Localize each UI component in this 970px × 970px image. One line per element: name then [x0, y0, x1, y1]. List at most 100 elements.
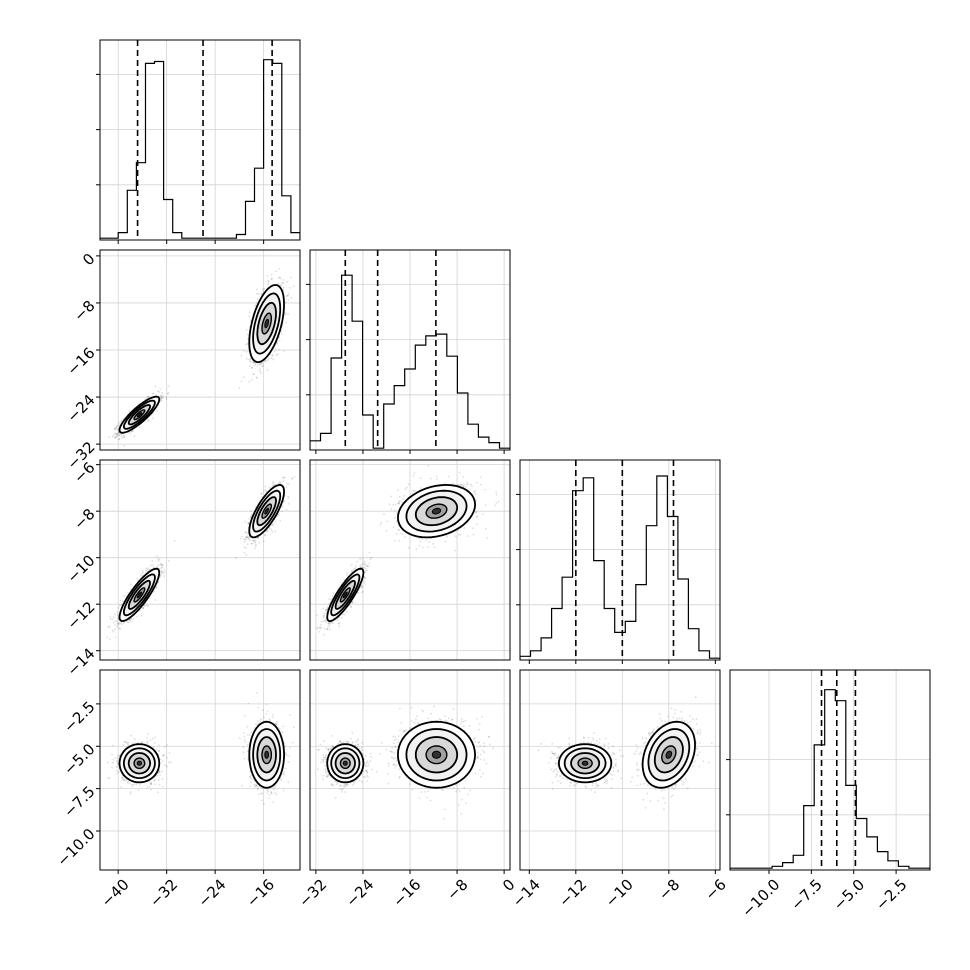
- sample-point: [284, 311, 287, 314]
- sample-point: [362, 562, 364, 565]
- sample-point: [159, 394, 162, 397]
- sample-point: [363, 562, 366, 565]
- sample-point: [114, 427, 117, 430]
- sample-point: [162, 572, 165, 574]
- sample-point: [323, 627, 326, 630]
- sample-point: [278, 349, 280, 351]
- sample-point: [112, 616, 115, 619]
- sample-point: [111, 629, 114, 632]
- sample-point: [275, 354, 278, 356]
- sample-point: [261, 362, 264, 364]
- sample-point: [115, 426, 118, 428]
- sample-point: [322, 633, 325, 636]
- sample-point: [281, 476, 284, 479]
- sample-point: [248, 517, 251, 520]
- sample-point: [159, 388, 162, 391]
- sample-point: [152, 392, 155, 395]
- sample-point: [118, 434, 121, 437]
- sample-point: [246, 532, 249, 535]
- sample-point: [254, 545, 257, 547]
- sample-point: [161, 564, 164, 567]
- sample-point: [115, 434, 118, 437]
- panel-2-1: [309, 459, 511, 661]
- sample-point: [278, 339, 281, 342]
- sample-point: [154, 599, 157, 601]
- sample-point: [326, 628, 328, 631]
- sample-point: [245, 531, 247, 534]
- sample-point: [251, 366, 253, 369]
- sample-point: [354, 567, 357, 570]
- sample-point: [271, 354, 274, 356]
- panel-1-0: [96, 249, 301, 451]
- sample-point: [115, 426, 117, 429]
- panel-content: [310, 460, 510, 660]
- sample-point: [282, 279, 285, 281]
- sample-point: [118, 621, 120, 624]
- sample-point: [108, 626, 111, 628]
- sample-point: [138, 426, 141, 429]
- sample-point: [270, 528, 273, 531]
- sample-point: [252, 539, 255, 542]
- sample-point: [283, 500, 285, 503]
- panel-2-0: [96, 459, 301, 661]
- sample-point: [259, 370, 261, 372]
- sample-point: [253, 539, 256, 542]
- sample-point: [287, 294, 289, 297]
- sample-point: [249, 357, 252, 360]
- sample-point: [253, 541, 256, 543]
- sample-point: [260, 293, 263, 295]
- sample-point: [323, 614, 325, 617]
- sample-point: [167, 385, 170, 387]
- sample-point: [254, 362, 257, 365]
- sample-point: [161, 396, 164, 399]
- sample-point: [116, 610, 119, 613]
- sample-point: [131, 430, 134, 433]
- sample-point: [249, 539, 252, 542]
- sample-point: [126, 621, 129, 623]
- sample-point: [160, 566, 163, 569]
- sample-point: [131, 430, 134, 432]
- sample-point: [246, 535, 249, 538]
- sample-point: [112, 621, 115, 624]
- sample-point: [136, 579, 139, 582]
- sample-point: [260, 372, 262, 374]
- sample-point: [114, 432, 117, 435]
- sample-point: [163, 575, 165, 578]
- sample-point: [240, 380, 243, 383]
- sample-point: [256, 363, 259, 366]
- sample-point: [352, 601, 354, 603]
- sample-point: [161, 570, 164, 573]
- sample-point: [282, 479, 285, 482]
- sample-point: [277, 276, 280, 279]
- sample-point: [129, 432, 132, 435]
- sample-point: [109, 638, 111, 641]
- sample-point: [269, 527, 271, 530]
- sample-point: [136, 615, 139, 618]
- sample-point: [276, 353, 279, 356]
- sample-point: [282, 286, 285, 289]
- sample-point: [144, 398, 147, 401]
- sample-point: [320, 627, 323, 629]
- sample-point: [261, 365, 263, 368]
- sample-point: [264, 534, 266, 537]
- sample-point: [351, 601, 354, 604]
- sample-point: [279, 480, 281, 483]
- sample-point: [109, 615, 112, 618]
- sample-point: [244, 521, 247, 523]
- sample-point: [118, 438, 120, 441]
- sample-point: [243, 538, 246, 541]
- sample-point: [165, 398, 168, 400]
- sample-point: [262, 540, 265, 543]
- sample-point: [290, 477, 293, 479]
- sample-point: [166, 392, 169, 395]
- sample-point: [363, 564, 366, 566]
- sample-point: [253, 547, 256, 549]
- sample-point: [279, 482, 281, 485]
- sample-point: [246, 350, 248, 353]
- sample-point: [293, 476, 296, 478]
- sample-point: [270, 273, 273, 276]
- sample-point: [147, 605, 149, 608]
- sample-point: [151, 417, 154, 420]
- sample-point: [291, 478, 294, 480]
- sample-point: [264, 485, 267, 488]
